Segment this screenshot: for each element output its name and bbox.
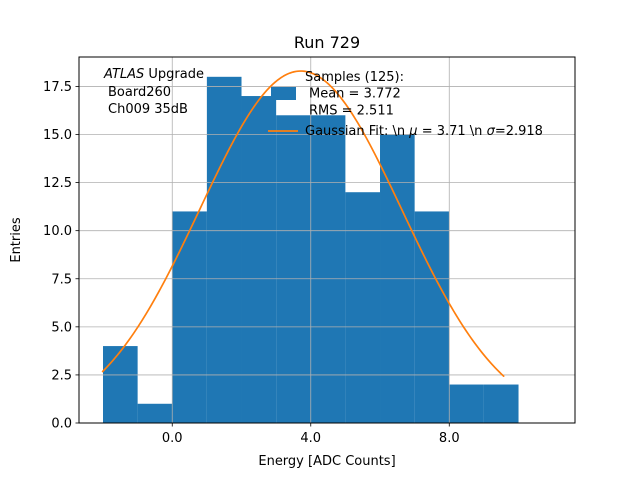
annotation-board: Board260 xyxy=(108,85,171,100)
y-tick-label: 15.0 xyxy=(43,128,72,143)
histogram-bar xyxy=(276,115,311,423)
y-axis-label: Entries xyxy=(9,217,24,263)
y-tick-label: 7.5 xyxy=(51,272,72,287)
histogram-bar xyxy=(483,384,519,423)
x-tick-label: 0.0 xyxy=(162,431,183,446)
annotation-channel: Ch009 35dB xyxy=(108,102,188,117)
annotation-line1: ATLAS Upgrade xyxy=(103,67,204,82)
legend-gaussian-mid: = 3.71 \n xyxy=(418,124,487,139)
x-tick-label: 4.0 xyxy=(300,431,321,446)
annotation-atlas: ATLAS xyxy=(103,67,144,82)
y-tick-label: 2.5 xyxy=(51,368,72,383)
histogram-bar xyxy=(137,403,173,423)
histogram-bar xyxy=(172,211,207,423)
chart-title: Run 729 xyxy=(294,33,360,52)
y-tick-label: 0.0 xyxy=(51,417,72,432)
histogram-bar xyxy=(310,115,346,423)
y-tick-label: 5.0 xyxy=(51,320,72,335)
histogram-bar xyxy=(241,96,277,423)
legend: Samples (125): Mean = 3.772 RMS = 2.511 … xyxy=(268,70,543,139)
x-axis-label: Energy [ADC Counts] xyxy=(258,454,395,469)
legend-gaussian-suffix: =2.918 xyxy=(495,124,543,139)
legend-samples-swatch xyxy=(271,87,296,100)
legend-samples-mean: Mean = 3.772 xyxy=(309,87,401,102)
legend-samples-rms: RMS = 2.511 xyxy=(309,104,394,119)
legend-samples-title: Samples (125): xyxy=(305,70,404,85)
legend-sigma-symbol: σ xyxy=(487,124,496,139)
y-tick-label: 17.5 xyxy=(43,80,72,95)
x-tick-label: 8.0 xyxy=(439,431,460,446)
histogram-bar xyxy=(345,192,381,423)
y-tick-label: 10.0 xyxy=(43,224,72,239)
corner-annotation: ATLAS Upgrade Board260 Ch009 35dB xyxy=(103,67,204,117)
axis-ticks: 0.0 4.0 8.0 0.0 2.5 5.0 7.5 10.0 12.5 15.0 17.5 xyxy=(43,80,460,446)
gaussian-fit-curve xyxy=(101,70,505,377)
legend-gaussian-label: Gaussian Fit: \n μ = 3.71 \n σ=2.918 xyxy=(305,124,543,139)
plot-frame xyxy=(78,56,576,424)
histogram-bar xyxy=(449,384,484,423)
histogram-bar xyxy=(103,346,138,423)
histogram-bar xyxy=(206,76,242,423)
annotation-upgrade: Upgrade xyxy=(144,67,204,82)
histogram-bar xyxy=(414,211,450,423)
legend-mu-symbol: μ xyxy=(408,124,417,139)
legend-gaussian-prefix: Gaussian Fit: \n xyxy=(305,124,409,139)
y-tick-label: 12.5 xyxy=(43,176,72,191)
